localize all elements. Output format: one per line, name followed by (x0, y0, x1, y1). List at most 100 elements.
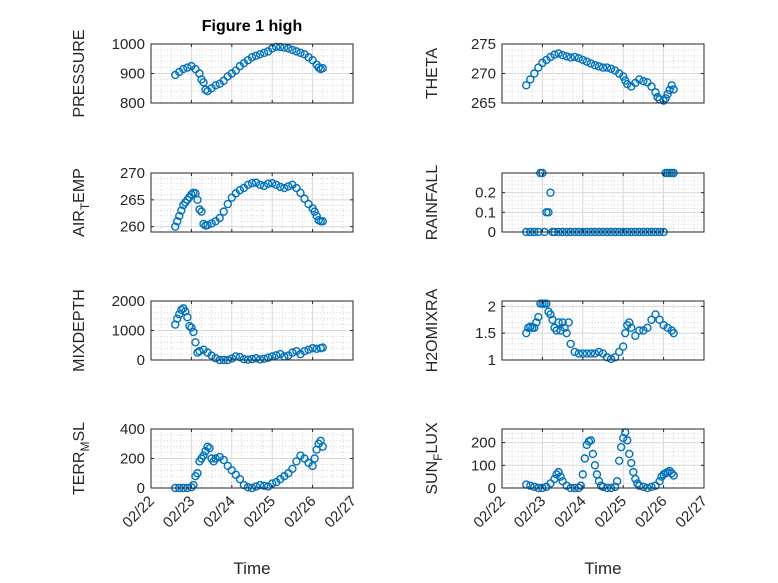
airtemp-data-point (296, 188, 305, 198)
rainfall-subplot: 0 0.1 0.2 RAINFALL (424, 165, 705, 241)
theta-data-point (566, 53, 575, 62)
mixdepth-data-point (191, 338, 200, 347)
h2omixra-data-point (530, 323, 539, 333)
terrmsl-subplot: 0 200 400 TERRMSL 02/22 02/23 02/24 02/25 02/26 0… (71, 421, 360, 578)
airtemp-data-point (199, 219, 208, 229)
theta-data-point (590, 61, 600, 70)
h2omixra-data-point (522, 328, 531, 338)
airtemp-data-point (310, 207, 319, 216)
h2omixra-data-point (643, 323, 652, 333)
airtemp-data-point (235, 185, 245, 195)
pressure-data-point (259, 48, 269, 58)
terrmsl-data-point (187, 483, 196, 492)
mixdepth-data-point (247, 354, 257, 364)
terrmsl-ylabel: TERRMSL (71, 422, 92, 495)
terrmsl-x-tick-label: 02/27 (321, 493, 360, 532)
theta-data-point (574, 53, 583, 63)
terrmsl-x-tick-label: 02/25 (240, 493, 279, 532)
terrmsl-xlabel: Time (233, 559, 270, 578)
mixdepth-data-point (263, 353, 273, 362)
mixdepth-data-point (185, 321, 194, 331)
sunflux-data-point (623, 436, 632, 445)
mixdepth-data-point (235, 352, 245, 362)
h2omixra-axes-border (501, 300, 705, 361)
h2omixra-ylabel: H2OMIXRA (424, 288, 441, 372)
airtemp-ylabel: AIRTEMP (71, 168, 92, 237)
theta-data-point (554, 49, 563, 58)
sunflux-data-point (526, 481, 535, 490)
sunflux-y-tick-label: 100 (471, 457, 496, 474)
sunflux-x-tick-label: 02/27 (672, 493, 711, 532)
sunflux-x-tick-label: 02/25 (591, 493, 630, 532)
pressure-data-point (276, 42, 285, 52)
pressure-data-point (255, 50, 265, 59)
h2omixra-data-point (542, 299, 551, 308)
airtemp-data-point (215, 213, 224, 223)
theta-subplot: 265 270 275 THETA (424, 36, 705, 112)
terrmsl-data-point (259, 481, 269, 490)
h2omixra-data-point (655, 315, 664, 324)
h2omixra-data-point (562, 328, 571, 338)
sunflux-data-point (556, 472, 565, 481)
terrmsl-x-tick-label: 02/26 (281, 493, 320, 532)
terrmsl-x-tick-label: 02/24 (200, 493, 239, 532)
h2omixra-data-point (532, 318, 541, 327)
h2omixra-data-point (574, 349, 583, 358)
h2omixra-data-point (627, 323, 636, 333)
airtemp-data-point (272, 180, 281, 190)
theta-data-point (598, 63, 608, 72)
airtemp-data-point (197, 207, 206, 216)
h2omixra-data-point (586, 349, 596, 358)
theta-data-point (635, 75, 644, 84)
theta-data-point (570, 52, 579, 62)
sunflux-x-tick-label: 02/22 (470, 493, 509, 532)
mixdepth-y-tick-label: 2000 (112, 293, 145, 310)
airtemp-data-point (187, 190, 196, 199)
terrmsl-data-point (211, 454, 220, 463)
theta-data-point (647, 82, 656, 91)
terrmsl-data-point (243, 483, 253, 492)
airtemp-data-point (255, 180, 265, 190)
h2omixra-data-point (635, 326, 644, 335)
theta-data-point (651, 88, 660, 97)
sunflux-data-point (588, 449, 598, 459)
sunflux-data-point (639, 482, 648, 492)
pressure-y-tick-label: 800 (120, 95, 145, 112)
sunflux-data-point (576, 481, 585, 490)
rainfall-y-tick-label: 0 (488, 224, 496, 241)
airtemp-data-point (193, 195, 202, 205)
mixdepth-data-point (288, 348, 297, 357)
mixdepth-data-point (300, 346, 309, 356)
sunflux-ylabel: SUNFLUX (424, 422, 445, 495)
theta-data-point (653, 92, 662, 102)
sunflux-data-point (625, 449, 634, 459)
theta-data-point (582, 57, 592, 66)
h2omixra-data-point (552, 326, 561, 335)
theta-y-tick-label: 265 (471, 95, 496, 112)
terrmsl-y-tick-label: 0 (137, 480, 145, 497)
mixdepth-data-point (312, 344, 321, 353)
rainfall-data-point (544, 208, 553, 217)
terrmsl-data-point (203, 442, 212, 451)
terrmsl-data-point (288, 464, 297, 474)
terrmsl-x-tick-label: 02/23 (160, 493, 199, 532)
mixdepth-data-point (189, 327, 198, 337)
sunflux-data-point (633, 479, 642, 488)
pressure-data-point (318, 63, 327, 73)
terrmsl-data-point (292, 457, 301, 466)
terrmsl-y-tick-label: 400 (120, 421, 145, 438)
sunflux-data-point (635, 481, 644, 490)
h2omixra-data-point (594, 347, 604, 357)
terrmsl-data-point (189, 480, 198, 490)
pressure-data-point (247, 53, 257, 62)
terrmsl-x-tick-label: 02/22 (119, 493, 158, 532)
h2omixra-data-point (625, 318, 634, 327)
airtemp-data-point (300, 194, 309, 203)
pressure-y-tick-label: 1000 (112, 36, 145, 53)
h2omixra-data-point (582, 349, 592, 358)
sunflux-axes-border (501, 428, 705, 489)
theta-data-point (530, 69, 539, 78)
sunflux-xlabel: Time (584, 559, 621, 578)
